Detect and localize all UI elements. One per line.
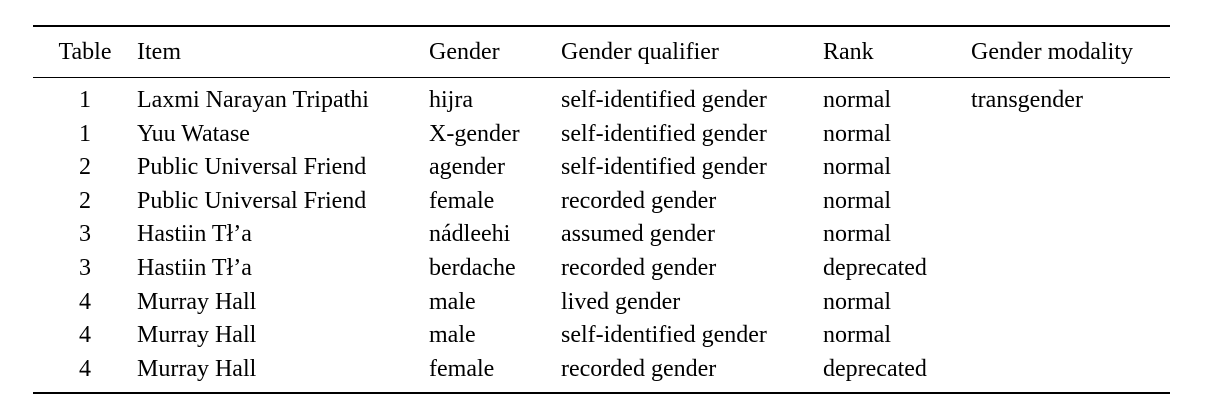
cell-item: Public Universal Friend <box>137 187 367 214</box>
cell-table: 3 <box>79 221 91 248</box>
cell-gender: female <box>429 355 495 382</box>
cell-table: 1 <box>79 87 91 113</box>
cell-gender-qualifier: lived gender <box>561 288 681 315</box>
header-gender-qualifier: Gender qualifier <box>561 38 719 65</box>
cell-table: 4 <box>79 355 91 382</box>
table-row: 4 Murray Hall male lived gender normal <box>33 286 1170 320</box>
cell-gender-modality <box>971 286 1170 320</box>
cell-gender-qualifier: recorded gender <box>561 254 717 281</box>
cell-rank: normal <box>823 87 891 113</box>
cell-item: Hastiin Tł’a <box>137 221 252 248</box>
cell-gender: female <box>429 187 495 214</box>
header-row: Table Item Gender Gender qualifier Rank … <box>33 27 1170 77</box>
cell-rank: normal <box>823 221 891 248</box>
table-row: 1 Laxmi Narayan Tripathi hijra self-identif… <box>33 84 1170 118</box>
cell-table: 2 <box>79 187 91 214</box>
cell-gender-qualifier: assumed gender <box>561 221 715 248</box>
data-table: Table Item Gender Gender qualifier Rank … <box>33 27 1170 77</box>
cell-item: Laxmi Narayan Tripathi <box>137 87 369 113</box>
cell-rank: deprecated <box>823 355 927 382</box>
cell-table: 1 <box>79 120 91 147</box>
cell-gender: hijra <box>429 87 473 113</box>
gender-table: Table Item Gender Gender qualifier Rank … <box>33 25 1170 395</box>
cell-item: Yuu Watase <box>137 120 250 147</box>
cell-rank: deprecated <box>823 254 927 281</box>
table-row: 3 Hastiin Tł’a nádleehi assumed gender norma… <box>33 218 1170 252</box>
header-table: Table <box>58 38 112 65</box>
cell-gender-qualifier: recorded gender <box>561 355 717 382</box>
cell-table: 4 <box>79 288 91 315</box>
cell-table: 2 <box>79 154 91 181</box>
cell-table: 3 <box>79 254 91 281</box>
cell-gender: male <box>429 288 476 315</box>
cell-rank: normal <box>823 187 891 214</box>
cell-gender-qualifier: recorded gender <box>561 187 717 214</box>
cell-table: 4 <box>79 322 91 349</box>
cell-gender-modality <box>971 218 1170 252</box>
cell-rank: normal <box>823 322 891 349</box>
header-gender-modality: Gender modality <box>971 38 1133 65</box>
table-header-rule <box>33 77 1170 78</box>
cell-gender-modality <box>971 118 1170 152</box>
cell-gender-modality <box>971 185 1170 219</box>
cell-gender-modality <box>971 353 1170 387</box>
data-table-body: 1 Laxmi Narayan Tripathi hijra self-identif… <box>33 78 1170 392</box>
cell-gender-modality <box>971 151 1170 185</box>
cell-rank: normal <box>823 120 891 147</box>
cell-gender: agender <box>429 154 505 181</box>
cell-gender-qualifier: self-identified gender <box>561 154 767 181</box>
table-row: 2 Public Universal Friend agender self-iden… <box>33 151 1170 185</box>
table-bottom-rule <box>33 392 1170 395</box>
cell-gender-qualifier: self-identified gender <box>561 120 767 147</box>
cell-rank: normal <box>823 288 891 315</box>
cell-item: Murray Hall <box>137 355 257 382</box>
cell-gender: berdache <box>429 254 516 281</box>
cell-gender-modality: transgender <box>971 87 1083 113</box>
table-row: 4 Murray Hall female recorded gender depreca… <box>33 353 1170 387</box>
table-row: 2 Public Universal Friend female recorded g… <box>33 185 1170 219</box>
cell-gender-qualifier: self-identified gender <box>561 322 767 349</box>
header-rank: Rank <box>823 38 874 65</box>
table-row: 3 Hastiin Tł’a berdache recorded gender depr… <box>33 252 1170 286</box>
cell-gender: X-gender <box>429 120 520 147</box>
cell-gender-qualifier: self-identified gender <box>561 87 767 113</box>
cell-gender: nádleehi <box>429 221 511 248</box>
table-row: 4 Murray Hall male self-identified gender no… <box>33 319 1170 353</box>
header-item: Item <box>137 38 181 65</box>
cell-gender-modality <box>971 319 1170 353</box>
header-gender: Gender <box>429 38 500 65</box>
cell-item: Murray Hall <box>137 322 257 349</box>
cell-gender-modality <box>971 252 1170 286</box>
cell-gender: male <box>429 322 476 349</box>
cell-item: Public Universal Friend <box>137 154 367 181</box>
table-top-rule <box>33 25 1170 27</box>
cell-item: Murray Hall <box>137 288 257 315</box>
cell-item: Hastiin Tł’a <box>137 254 252 281</box>
cell-rank: normal <box>823 154 891 181</box>
table-row: 1 Yuu Watase X-gender self-identified gende… <box>33 118 1170 152</box>
